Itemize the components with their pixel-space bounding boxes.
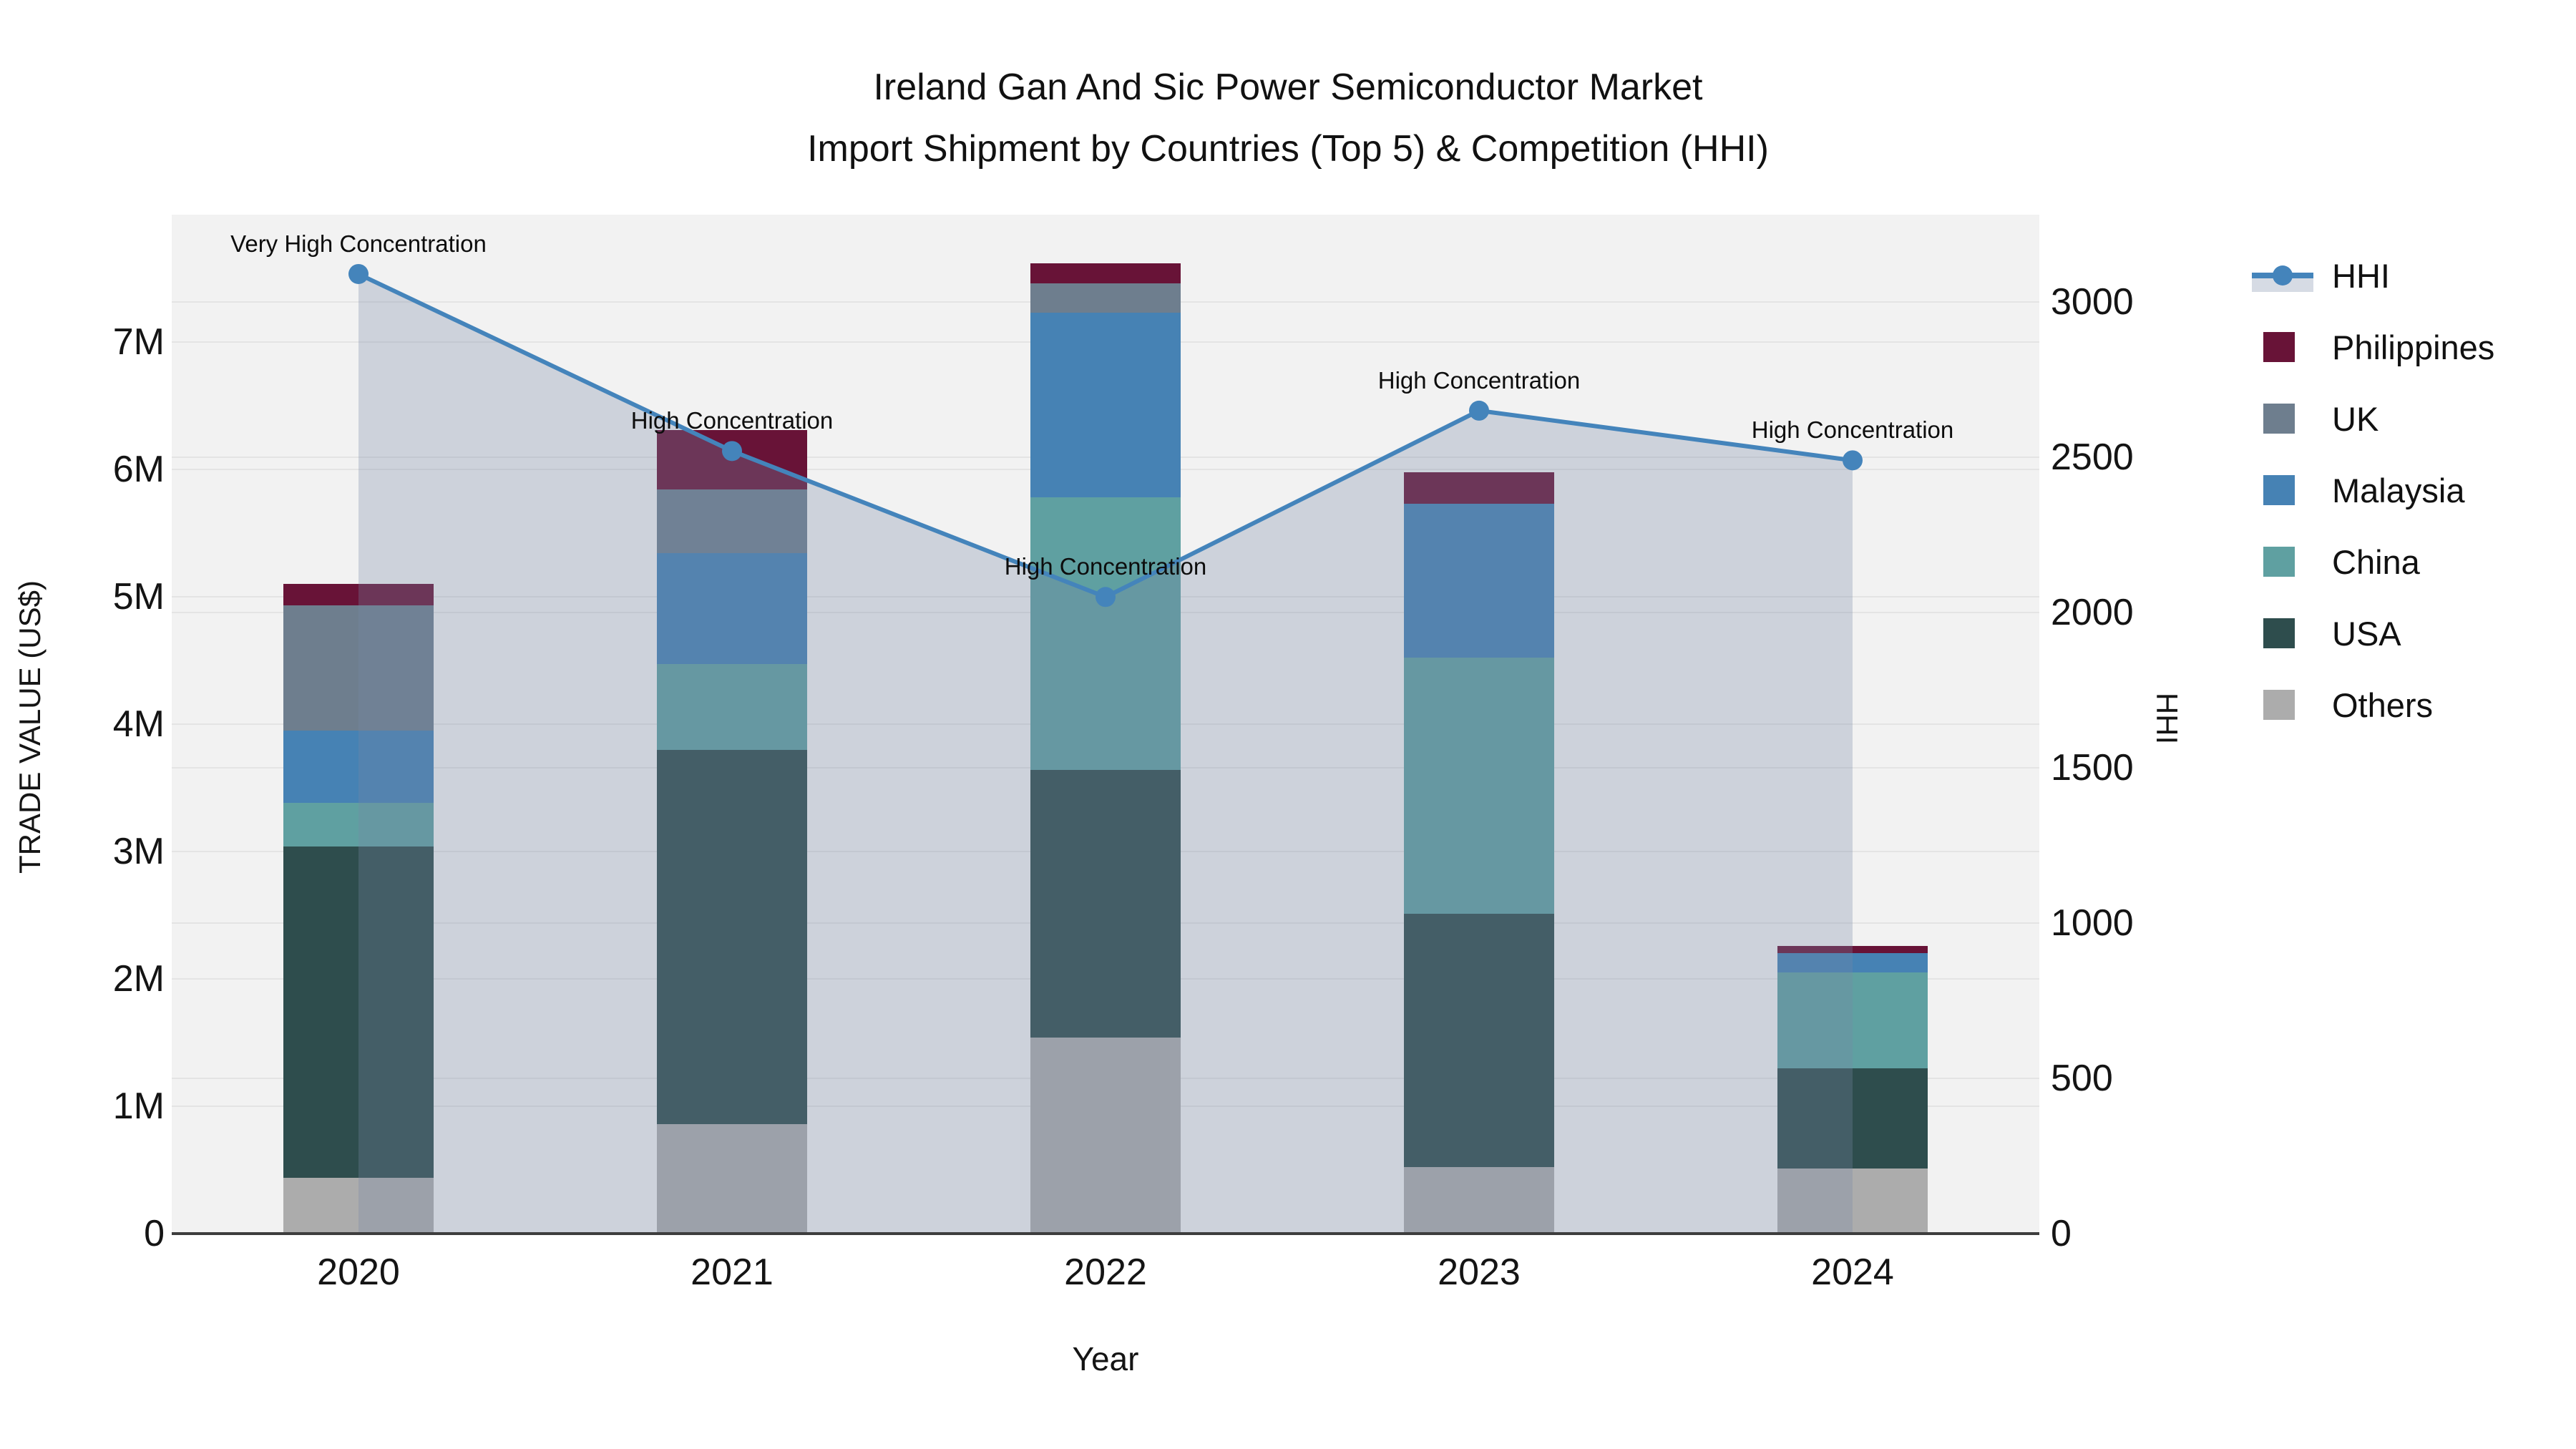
legend-item-hhi[interactable]: HHI — [2252, 240, 2494, 311]
y-left-tick-7M: 7M — [112, 321, 165, 363]
bar-segment-2022-china[interactable] — [1030, 497, 1181, 771]
x-tick-2022: 2022 — [1064, 1252, 1147, 1293]
hhi-marker-2022[interactable] — [1096, 587, 1116, 608]
legend-label: UK — [2332, 399, 2379, 438]
y-left-tick-3M: 3M — [112, 831, 165, 872]
y-right-tick-500: 500 — [2051, 1058, 2113, 1099]
legend-item-others[interactable]: Others — [2252, 669, 2494, 741]
bar-segment-2022-uk[interactable] — [1030, 283, 1181, 313]
annotation-2020: Very High Concentration — [230, 230, 487, 257]
series-color-swatch-icon — [2252, 617, 2313, 650]
y-left-tick-4M: 4M — [112, 703, 165, 745]
bar-segment-2020-china[interactable] — [283, 803, 434, 847]
legend-square-icon — [2263, 547, 2295, 577]
bar-segment-2022-others[interactable] — [1030, 1037, 1181, 1234]
annotation-2022: High Concentration — [1004, 553, 1207, 580]
bar-segment-2020-usa[interactable] — [283, 846, 434, 1178]
y-left-tick-2M: 2M — [112, 958, 165, 1000]
bar-segment-2021-malaysia[interactable] — [657, 553, 807, 665]
bar-segment-2022-malaysia[interactable] — [1030, 313, 1181, 498]
legend-item-philippines[interactable]: Philippines — [2252, 311, 2494, 383]
bar-segment-2022-philippines[interactable] — [1030, 263, 1181, 284]
y-right-tick-1000: 1000 — [2051, 902, 2134, 944]
bar-segment-2021-china[interactable] — [657, 664, 807, 750]
bar-segment-2021-others[interactable] — [657, 1123, 807, 1234]
hhi-marker-2023[interactable] — [1469, 400, 1489, 421]
hhi-marker-2020[interactable] — [348, 263, 369, 284]
y-right-tick-0: 0 — [2051, 1213, 2072, 1254]
y-left-tick-6M: 6M — [112, 449, 165, 490]
legend-item-uk[interactable]: UK — [2252, 383, 2494, 454]
chart-title-line1: Ireland Gan And Sic Power Semiconductor … — [873, 67, 1703, 108]
y-left-tick-1M: 1M — [112, 1085, 165, 1127]
bar-segment-2024-philippines[interactable] — [1777, 945, 1928, 954]
x-tick-2021: 2021 — [691, 1252, 774, 1293]
series-color-swatch-icon — [2252, 688, 2313, 721]
x-axis-line — [172, 1232, 2039, 1235]
legend-item-malaysia[interactable]: Malaysia — [2252, 454, 2494, 526]
y-right-tick-1500: 1500 — [2051, 747, 2134, 789]
legend-label: Others — [2332, 686, 2434, 724]
bar-segment-2020-malaysia[interactable] — [283, 730, 434, 804]
legend-label: China — [2332, 542, 2420, 581]
legend-square-icon — [2263, 332, 2295, 362]
bar-segment-2021-uk[interactable] — [657, 489, 807, 554]
series-color-swatch-icon — [2252, 331, 2313, 364]
y-left-tick-5M: 5M — [112, 576, 165, 618]
y-left-tick-0: 0 — [144, 1213, 165, 1254]
legend-item-usa[interactable]: USA — [2252, 597, 2494, 669]
legend-square-icon — [2263, 404, 2295, 434]
annotation-2024: High Concentration — [1751, 416, 1954, 444]
bar-segment-2023-usa[interactable] — [1404, 914, 1554, 1168]
x-axis-title: Year — [1072, 1340, 1139, 1377]
hhi-marker-icon — [2273, 265, 2293, 286]
bar-segment-2020-philippines[interactable] — [283, 584, 434, 606]
bar-segment-2023-philippines[interactable] — [1404, 472, 1554, 504]
bar-segment-2023-malaysia[interactable] — [1404, 504, 1554, 658]
bar-segment-2024-china[interactable] — [1777, 972, 1928, 1068]
legend-label: HHI — [2332, 256, 2390, 295]
legend-label: USA — [2332, 614, 2401, 653]
bar-segment-2022-usa[interactable] — [1030, 770, 1181, 1038]
legend-label: Philippines — [2332, 328, 2495, 366]
series-color-swatch-icon — [2252, 402, 2313, 435]
hhi-line-swatch-icon — [2252, 259, 2313, 292]
bar-segment-2023-others[interactable] — [1404, 1167, 1554, 1234]
legend-square-icon — [2263, 618, 2295, 648]
x-tick-2023: 2023 — [1438, 1252, 1521, 1293]
hhi-marker-2021[interactable] — [722, 441, 742, 462]
legend-item-china[interactable]: China — [2252, 526, 2494, 597]
x-tick-2020: 2020 — [317, 1252, 400, 1293]
annotation-2021: High Concentration — [630, 407, 834, 434]
y-right-tick-3000: 3000 — [2051, 281, 2134, 323]
legend-square-icon — [2263, 475, 2295, 505]
bar-segment-2023-china[interactable] — [1404, 658, 1554, 914]
y-right-tick-2500: 2500 — [2051, 436, 2134, 478]
legend-square-icon — [2263, 690, 2295, 720]
hhi-area-fill — [358, 273, 1853, 1234]
bar-segment-2024-usa[interactable] — [1777, 1068, 1928, 1169]
hhi-marker-2024[interactable] — [1843, 450, 1863, 471]
bar-segment-2024-others[interactable] — [1777, 1169, 1928, 1234]
legend-label: Malaysia — [2332, 471, 2465, 509]
bar-segment-2024-malaysia[interactable] — [1777, 953, 1928, 973]
bar-segment-2020-uk[interactable] — [283, 605, 434, 731]
bar-segment-2021-usa[interactable] — [657, 749, 807, 1124]
y-right-tick-2000: 2000 — [2051, 592, 2134, 633]
series-color-swatch-icon — [2252, 545, 2313, 578]
series-color-swatch-icon — [2252, 474, 2313, 507]
annotation-2023: High Concentration — [1377, 366, 1581, 394]
chart-title-line2: Import Shipment by Countries (Top 5) & C… — [807, 128, 1769, 170]
x-tick-2024: 2024 — [1811, 1252, 1894, 1293]
bar-segment-2020-others[interactable] — [283, 1177, 434, 1234]
legend: HHI Philippines UK Malaysia China USA Others — [2252, 240, 2494, 741]
